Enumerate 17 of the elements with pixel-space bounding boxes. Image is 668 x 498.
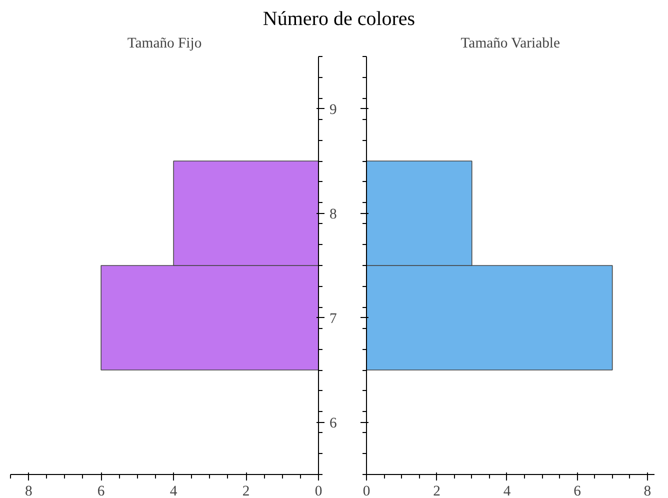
- x-tick-label: 0: [314, 484, 322, 498]
- x-tick-label: 8: [24, 484, 32, 498]
- x-tick-label: 4: [170, 484, 178, 498]
- chart-subtitle: Tamaño Variable: [460, 36, 560, 52]
- chart-subtitle: Tamaño Fijo: [127, 36, 202, 52]
- y-tick-label: 8: [330, 206, 337, 222]
- x-tick-label: 4: [503, 484, 512, 498]
- x-tick-label: 0: [362, 484, 370, 498]
- y-tick-label: 6: [330, 415, 337, 432]
- x-tick-label: 8: [644, 484, 652, 498]
- y-tick-label: 7: [330, 310, 337, 327]
- x-tick-label: 2: [433, 484, 440, 498]
- y-tick-label: 9: [330, 102, 337, 118]
- x-tick-label: 6: [97, 484, 105, 498]
- x-tick-label: 6: [574, 484, 581, 498]
- chart-title: Número de colores: [262, 7, 416, 32]
- x-tick-label: 2: [242, 484, 250, 498]
